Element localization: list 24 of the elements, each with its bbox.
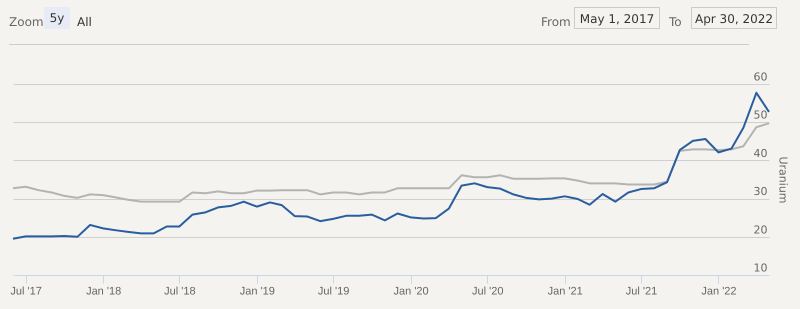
text: Apr 30, 2022	[691, 7, 777, 29]
y-tick-label: 30	[754, 185, 768, 198]
x-tick-label: Jul '20	[472, 286, 504, 298]
y-axis-title: Uranium	[776, 156, 790, 204]
y-tick-label: 40	[754, 146, 768, 160]
y-tick-label: 50	[754, 108, 768, 122]
text: All	[77, 15, 92, 29]
text: Zoom	[9, 15, 44, 29]
y-tick-label: 20	[754, 223, 768, 236]
x-tick-label: Jan '22	[701, 286, 737, 298]
x-tick-label: Jul '21	[626, 286, 658, 298]
text: 5y	[44, 7, 70, 29]
text: May 1, 2017	[574, 7, 660, 29]
x-tick-label: Jan '18	[86, 286, 122, 298]
x-tick-label: Jan '20	[394, 286, 429, 298]
x-tick-label: Jan '19	[240, 286, 275, 298]
y-tick-label: 10	[754, 262, 768, 274]
text: From	[541, 15, 571, 29]
x-tick-label: Jul '17	[10, 286, 42, 298]
x-tick-label: Jan '21	[548, 286, 583, 298]
y-tick-label: 60	[754, 70, 768, 84]
text: To	[669, 15, 682, 29]
x-tick-label: Jul '19	[318, 286, 350, 298]
x-tick-label: Jul '18	[164, 286, 196, 298]
